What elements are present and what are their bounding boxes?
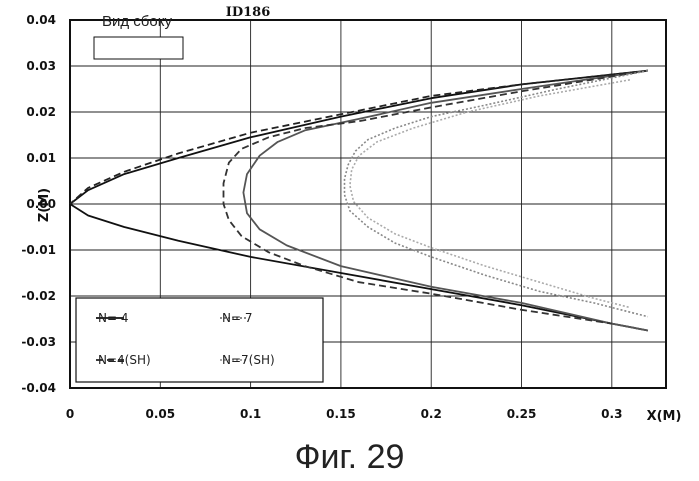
x-axis-label: X(M) [647,409,682,424]
x-tick-label: 0 [66,407,74,421]
x-tick-label: 0.05 [145,407,175,421]
y-tick-label: 0.04 [26,13,56,27]
series-line-0 [70,71,648,331]
legend: N= 4 N= 7 N=4(SH) N=7(SH) [76,298,323,382]
view-label-box [94,37,183,59]
chart-title: ID186 [226,5,271,20]
y-tick-label: 0.02 [26,105,56,119]
view-label: Вид сбоку [102,13,172,30]
legend-label-2: N=4(SH) [98,353,151,367]
legend-label-3: N=7(SH) [222,353,275,367]
y-tick-label: -0.04 [21,381,56,395]
legend-label-0: N= 4 [98,311,128,325]
x-tick-label: 0.3 [601,407,622,421]
x-tick-label: 0.15 [326,407,356,421]
y-tick-label: -0.03 [21,335,56,349]
y-axis-label: Z(M) [37,188,52,222]
series-line-4 [345,71,648,317]
x-tick-label: 0.25 [507,407,537,421]
figure-caption: Фиг. 29 [0,438,699,477]
series-line-5 [350,80,630,308]
y-tick-label: 0.03 [26,59,56,73]
x-tick-labels: 0 0.05 0.1 0.15 0.2 0.25 0.3 [66,407,623,421]
legend-label-1: N= 7 [222,311,252,325]
x-tick-label: 0.2 [421,407,442,421]
y-tick-label: -0.02 [21,289,56,303]
series-group [70,71,648,331]
y-tick-label: 0.01 [26,151,56,165]
series-line-2 [70,71,648,204]
series-line-3 [224,71,648,324]
y-tick-label: -0.01 [21,243,56,257]
x-tick-label: 0.1 [240,407,261,421]
